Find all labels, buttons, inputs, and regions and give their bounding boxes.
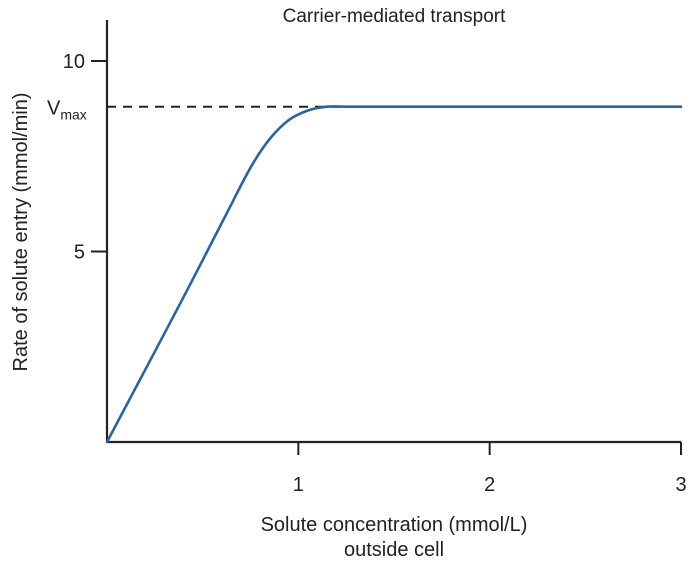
vmax-label-main: V <box>47 98 61 120</box>
x-tick-label-3: 3 <box>675 474 686 496</box>
series-line-transport-rate <box>105 105 683 444</box>
x-tick-label-2: 2 <box>484 474 495 496</box>
y-axis-label: Rate of solute entry (mmol/min) <box>10 93 32 372</box>
y-tick-label-5: 5 <box>74 242 85 264</box>
axes <box>105 20 681 444</box>
chart-title: Carrier-mediated transport <box>283 6 507 27</box>
y-tick-label-10: 10 <box>63 51 85 73</box>
x-axis-label-line1: Solute concentration (mmol/L) <box>261 514 528 536</box>
vmax-label-sub: max <box>60 107 86 123</box>
x-ticks: 1 2 3 <box>293 442 687 496</box>
y-ticks: 5 10 <box>63 51 107 264</box>
vmax-label: Vmax <box>47 98 87 123</box>
x-tick-label-1: 1 <box>293 474 304 496</box>
x-axis-label-line2: outside cell <box>344 539 444 561</box>
